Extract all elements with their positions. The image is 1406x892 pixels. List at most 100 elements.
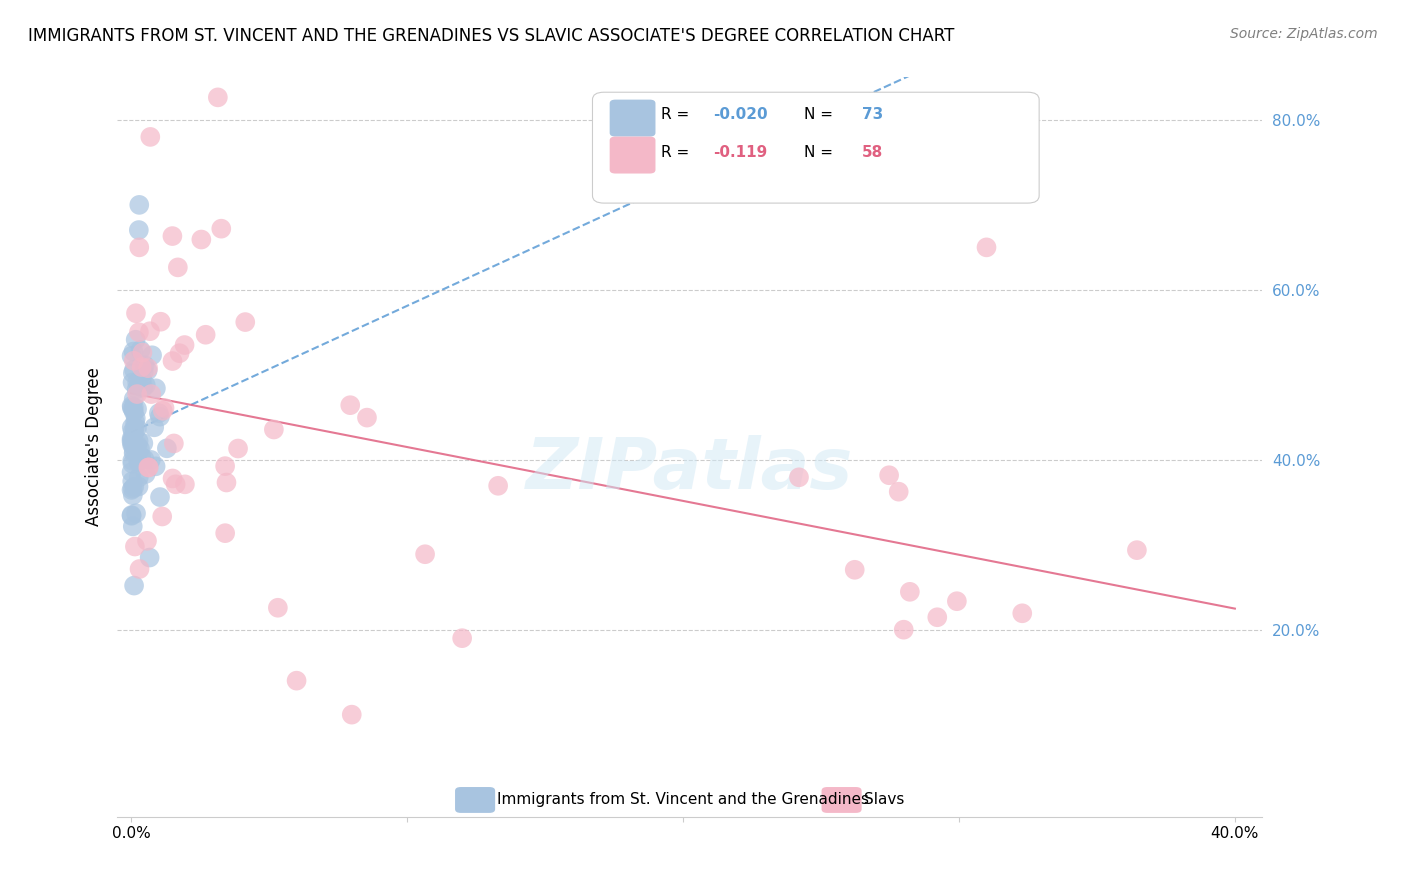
Point [136, 364, 159, 378]
Point [121, 376, 143, 390]
Point [127, 455, 149, 469]
Point [127, 438, 149, 452]
Point [125, 401, 148, 416]
Text: N =: N = [804, 107, 838, 122]
Point [898, 584, 921, 599]
Point [135, 378, 157, 392]
Point [124, 415, 146, 429]
Text: R =: R = [661, 145, 695, 161]
Point [927, 610, 949, 624]
Point [887, 484, 910, 499]
Point [121, 465, 143, 479]
Point [121, 349, 143, 363]
Point [124, 421, 146, 435]
Point [976, 240, 998, 254]
Point [893, 623, 915, 637]
Point [122, 363, 145, 377]
Point [1011, 607, 1033, 621]
Point [267, 600, 290, 615]
Point [121, 366, 143, 380]
Point [162, 471, 184, 485]
Point [121, 454, 143, 468]
Text: N =: N = [804, 145, 838, 161]
Y-axis label: Associate's Degree: Associate's Degree [86, 368, 103, 526]
Text: -0.119: -0.119 [713, 145, 768, 161]
Point [121, 438, 143, 452]
Point [340, 707, 363, 722]
Point [122, 353, 145, 368]
Point [132, 436, 155, 450]
Point [125, 411, 148, 425]
Point [138, 550, 160, 565]
Point [143, 420, 166, 434]
Point [152, 403, 174, 417]
FancyBboxPatch shape [456, 787, 495, 813]
Point [128, 223, 150, 237]
Point [127, 387, 149, 401]
Point [136, 460, 159, 475]
Point [121, 457, 143, 471]
FancyBboxPatch shape [821, 787, 862, 813]
Point [131, 372, 153, 386]
Point [135, 467, 157, 481]
Point [121, 488, 143, 502]
Point [122, 405, 145, 419]
Point [413, 547, 436, 561]
Point [121, 508, 143, 522]
Point [121, 401, 143, 415]
FancyBboxPatch shape [610, 136, 655, 174]
Point [124, 425, 146, 439]
Point [128, 434, 150, 448]
Point [131, 360, 153, 375]
Point [129, 450, 152, 464]
Point [122, 446, 145, 460]
Point [128, 562, 150, 576]
Point [339, 398, 361, 412]
Point [125, 506, 148, 520]
Point [150, 509, 173, 524]
Point [122, 402, 145, 417]
Point [128, 325, 150, 339]
Point [169, 346, 191, 360]
Point [136, 533, 159, 548]
Point [128, 479, 150, 493]
Point [128, 378, 150, 392]
Point [121, 432, 143, 446]
Point [122, 392, 145, 406]
Point [121, 420, 143, 434]
Point [134, 452, 156, 467]
Point [1126, 543, 1149, 558]
Point [209, 221, 232, 235]
Point [121, 519, 143, 533]
Point [121, 399, 143, 413]
Point [141, 348, 163, 362]
Point [163, 436, 186, 450]
Point [451, 631, 474, 645]
Point [125, 421, 148, 435]
Point [125, 382, 148, 396]
Point [787, 470, 810, 484]
Point [129, 442, 152, 456]
Point [139, 453, 162, 467]
Point [215, 475, 238, 490]
Point [138, 460, 160, 475]
Point [121, 475, 143, 489]
Point [162, 354, 184, 368]
Point [121, 437, 143, 451]
Text: R =: R = [661, 107, 695, 122]
Point [124, 333, 146, 347]
Point [125, 306, 148, 320]
Point [127, 376, 149, 390]
Point [877, 468, 900, 483]
Point [121, 434, 143, 449]
Point [122, 401, 145, 415]
Point [174, 477, 197, 491]
Point [148, 406, 170, 420]
Point [173, 338, 195, 352]
Point [121, 432, 143, 446]
Point [121, 425, 143, 439]
Point [165, 477, 187, 491]
Point [128, 240, 150, 254]
Text: -0.020: -0.020 [713, 107, 768, 122]
Point [844, 563, 866, 577]
